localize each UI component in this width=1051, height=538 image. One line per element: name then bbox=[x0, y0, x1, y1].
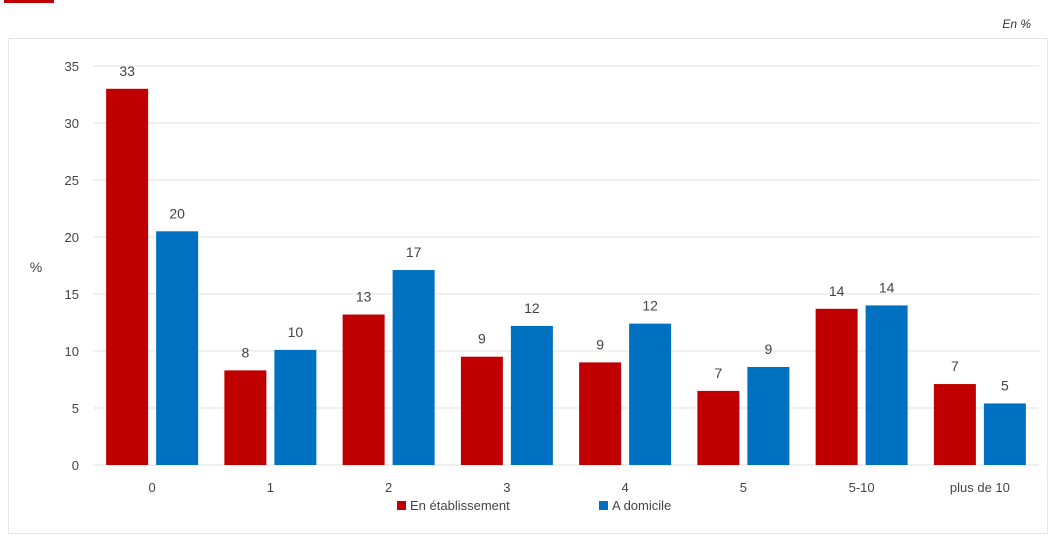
data-label: 5 bbox=[1001, 377, 1009, 393]
data-label: 9 bbox=[478, 331, 486, 347]
bar-etablissement bbox=[342, 314, 385, 465]
data-label: 12 bbox=[524, 300, 540, 316]
chart-frame: 0 5 10 15 20 25 30 35 % 33 20 8 10 13 17 9 12 9 12 7 9 14 14… bbox=[8, 38, 1048, 534]
x-tick-label: 5 bbox=[740, 480, 747, 495]
data-label: 9 bbox=[596, 336, 604, 352]
legend-label: A domicile bbox=[612, 498, 671, 513]
bar-etablissement bbox=[579, 362, 622, 465]
y-tick-label: 10 bbox=[65, 344, 79, 359]
bar-domicile bbox=[747, 366, 790, 465]
data-label: 7 bbox=[714, 365, 722, 381]
x-tick-label: 2 bbox=[385, 480, 392, 495]
y-axis-label: % bbox=[30, 259, 42, 275]
legend: En établissement A domicile bbox=[397, 498, 671, 513]
data-label: 33 bbox=[119, 63, 135, 79]
data-labels: 33 20 8 10 13 17 9 12 9 12 7 9 14 14 7 5 bbox=[119, 63, 1009, 394]
x-tick-label: 3 bbox=[503, 480, 510, 495]
data-label: 14 bbox=[879, 279, 895, 295]
data-label: 9 bbox=[764, 341, 772, 357]
data-label: 12 bbox=[642, 298, 658, 314]
bar-domicile bbox=[510, 325, 553, 465]
y-tick-label: 0 bbox=[72, 458, 79, 473]
bar-domicile bbox=[274, 349, 317, 465]
x-tick-label: 1 bbox=[267, 480, 274, 495]
y-tick-label: 25 bbox=[65, 173, 79, 188]
bar-etablissement bbox=[933, 384, 976, 465]
accent-strip bbox=[4, 0, 54, 3]
bar-etablissement bbox=[697, 390, 740, 465]
y-tick-labels: 0 5 10 15 20 25 30 35 bbox=[65, 59, 79, 473]
data-label: 14 bbox=[829, 283, 845, 299]
bar-domicile bbox=[392, 270, 435, 465]
legend-label: En établissement bbox=[410, 498, 510, 513]
x-tick-label: 5-10 bbox=[849, 480, 875, 495]
data-label: 20 bbox=[169, 205, 185, 221]
legend-swatch bbox=[397, 501, 406, 510]
top-accent-bar bbox=[0, 0, 1051, 8]
y-tick-label: 5 bbox=[72, 401, 79, 416]
x-tick-label: 0 bbox=[149, 480, 156, 495]
data-label: 17 bbox=[406, 244, 422, 260]
x-tick-label: 4 bbox=[622, 480, 629, 495]
unit-note: En % bbox=[1002, 17, 1031, 31]
y-tick-label: 15 bbox=[65, 287, 79, 302]
bar-etablissement bbox=[815, 308, 858, 465]
data-label: 13 bbox=[356, 289, 372, 305]
bar-domicile bbox=[865, 305, 908, 465]
x-tick-label: plus de 10 bbox=[950, 480, 1010, 495]
bar-etablissement bbox=[224, 370, 267, 465]
bar-domicile bbox=[156, 231, 199, 465]
y-tick-label: 20 bbox=[65, 230, 79, 245]
bar-etablissement bbox=[460, 356, 503, 465]
bar-domicile bbox=[983, 403, 1026, 465]
bar-etablissement bbox=[106, 88, 149, 466]
data-label: 7 bbox=[951, 358, 959, 374]
legend-swatch bbox=[599, 501, 608, 510]
x-tick-labels: 0 1 2 3 4 5 5-10 plus de 10 bbox=[149, 480, 1010, 495]
bar-domicile bbox=[629, 323, 672, 465]
data-label: 10 bbox=[288, 324, 304, 340]
data-label: 8 bbox=[241, 344, 249, 360]
bars bbox=[106, 88, 1026, 466]
y-tick-label: 35 bbox=[65, 59, 79, 74]
y-tick-label: 30 bbox=[65, 116, 79, 131]
